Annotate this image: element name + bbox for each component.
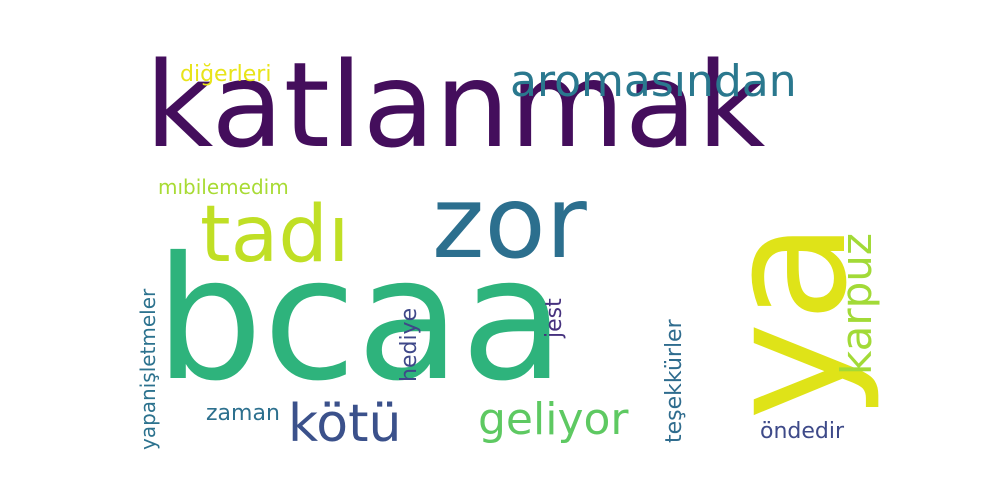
word-geliyor: geliyor — [478, 394, 629, 445]
word-kotu: kötü — [288, 394, 402, 454]
word-tesekkurler: teşekkürler — [662, 319, 687, 443]
word-bcaa: bcaa — [155, 221, 565, 419]
word-tadi: tadı — [200, 190, 350, 280]
word-zor: zor — [432, 164, 587, 281]
word-mibilemedim: mıbilemedim — [158, 175, 289, 199]
word-katlanmak: katlanmak — [145, 36, 766, 174]
word-jest: jest — [542, 298, 567, 338]
word-digerleri: diğerleri — [180, 62, 272, 87]
word-ondedir: öndedir — [760, 419, 845, 444]
word-yapanisletmeler: yapanişletmeler — [136, 288, 160, 450]
word-aromasindan: aromasından — [510, 56, 797, 107]
word-zaman: zaman — [206, 401, 280, 426]
word-hediye: hediye — [397, 307, 422, 382]
word-karpuz: karpuz — [832, 233, 881, 375]
